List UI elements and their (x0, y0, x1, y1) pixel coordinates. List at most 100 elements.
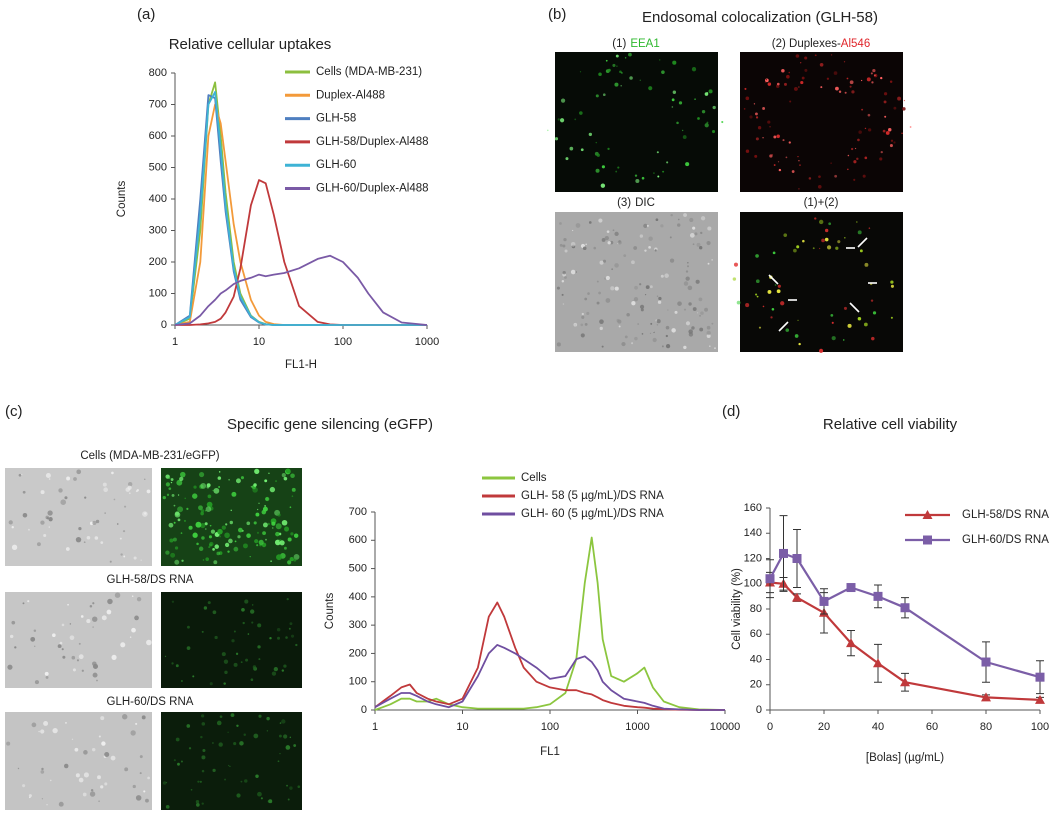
texture-spot (140, 559, 142, 561)
texture-spot (166, 493, 170, 496)
texture-spot (200, 714, 205, 718)
texture-spot (223, 659, 229, 664)
texture-spot (289, 556, 294, 562)
texture-spot (162, 781, 167, 785)
texture-spot (256, 531, 260, 534)
texture-spot (697, 312, 699, 314)
texture-spot (281, 473, 286, 478)
texture-spot (660, 274, 664, 278)
texture-spot (682, 135, 687, 139)
texture-spot (688, 302, 692, 306)
texture-spot (120, 642, 126, 648)
texture-spot (818, 247, 821, 250)
panel-title: Endosomal colocalization (GLH-58) (642, 9, 878, 26)
texture-spot (677, 223, 681, 227)
texture-spot (201, 722, 206, 726)
series-line (374, 644, 725, 711)
texture-spot (819, 348, 824, 353)
y-tick-label: 300 (349, 619, 367, 631)
texture-spot (283, 734, 288, 739)
texture-spot (691, 67, 697, 72)
texture-spot (28, 794, 32, 798)
texture-spot (603, 259, 607, 263)
caption-prefix: (2) Duplexes- (772, 38, 841, 50)
texture-spot (92, 616, 98, 622)
texture-spot (233, 662, 238, 667)
texture-spot (863, 322, 868, 327)
x-tick-label: 20 (818, 721, 830, 733)
texture-spot (49, 779, 52, 782)
y-axis-label: Counts (324, 593, 336, 630)
texture-spot (885, 131, 890, 135)
texture-spot (195, 521, 202, 528)
texture-spot (198, 505, 203, 511)
texture-spot (639, 79, 641, 81)
texture-spot (620, 84, 622, 87)
y-tick-label: 40 (750, 653, 762, 665)
y-tick-label: 0 (161, 319, 167, 331)
texture-spot (264, 479, 268, 483)
texture-spot (872, 311, 877, 315)
texture-spot (564, 249, 568, 253)
micrograph (5, 468, 152, 566)
texture-spot (644, 294, 647, 296)
texture-spot (633, 246, 638, 250)
texture-spot (253, 733, 259, 739)
texture-spot (562, 303, 565, 305)
y-tick-label: 600 (349, 534, 367, 546)
texture-spot (271, 671, 277, 676)
texture-spot (83, 541, 86, 544)
texture-spot (281, 669, 285, 672)
texture-spot (289, 786, 293, 790)
texture-spot (649, 285, 653, 289)
arrow (778, 321, 789, 332)
texture-spot (175, 737, 180, 742)
texture-spot (793, 248, 797, 253)
texture-spot (800, 62, 802, 64)
texture-spot (699, 314, 701, 317)
texture-spot (192, 532, 198, 538)
texture-spot (57, 644, 62, 649)
texture-spot (733, 262, 739, 267)
texture-spot (269, 486, 276, 493)
texture-spot (699, 246, 703, 250)
texture-spot (213, 487, 220, 494)
image-caption: Cells (MDA-MB-231/eGFP) (80, 450, 219, 462)
micrograph (740, 212, 903, 352)
texture-spot (141, 715, 146, 720)
arrow (857, 237, 868, 248)
texture-spot (870, 72, 873, 75)
texture-spot (580, 323, 584, 327)
texture-spot (835, 246, 839, 250)
texture-spot (177, 506, 184, 513)
texture-spot (216, 551, 220, 556)
chart-title: Relative cellular uptakes (169, 36, 332, 53)
texture-spot (864, 262, 869, 267)
texture-spot (831, 321, 834, 324)
texture-spot (688, 329, 693, 334)
texture-spot (266, 716, 270, 721)
texture-spot (708, 89, 713, 94)
texture-spot (634, 336, 638, 341)
texture-spot (556, 342, 561, 347)
texture-spot (580, 333, 585, 338)
texture-spot (83, 750, 88, 755)
texture-spot (214, 544, 219, 549)
texture-spot (283, 476, 288, 481)
texture-spot (60, 499, 67, 505)
texture-spot (657, 175, 660, 178)
legend-label: Duplex-Al488 (316, 89, 385, 101)
texture-spot (290, 634, 295, 638)
texture-spot (279, 734, 282, 738)
texture-spot (824, 228, 829, 233)
texture-spot (605, 59, 608, 62)
texture-spot (580, 148, 584, 152)
texture-spot (691, 326, 695, 330)
texture-spot (200, 483, 207, 489)
texture-spot (271, 521, 276, 526)
series-line (174, 254, 428, 326)
texture-spot (6, 741, 11, 746)
y-tick-label: 300 (149, 224, 167, 236)
texture-spot (101, 615, 107, 621)
texture-spot (199, 471, 205, 478)
